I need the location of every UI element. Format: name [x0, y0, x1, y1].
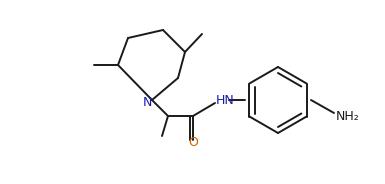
Text: HN: HN [216, 93, 235, 107]
Text: NH₂: NH₂ [336, 109, 360, 123]
Text: N: N [142, 96, 152, 109]
Text: O: O [188, 135, 198, 148]
